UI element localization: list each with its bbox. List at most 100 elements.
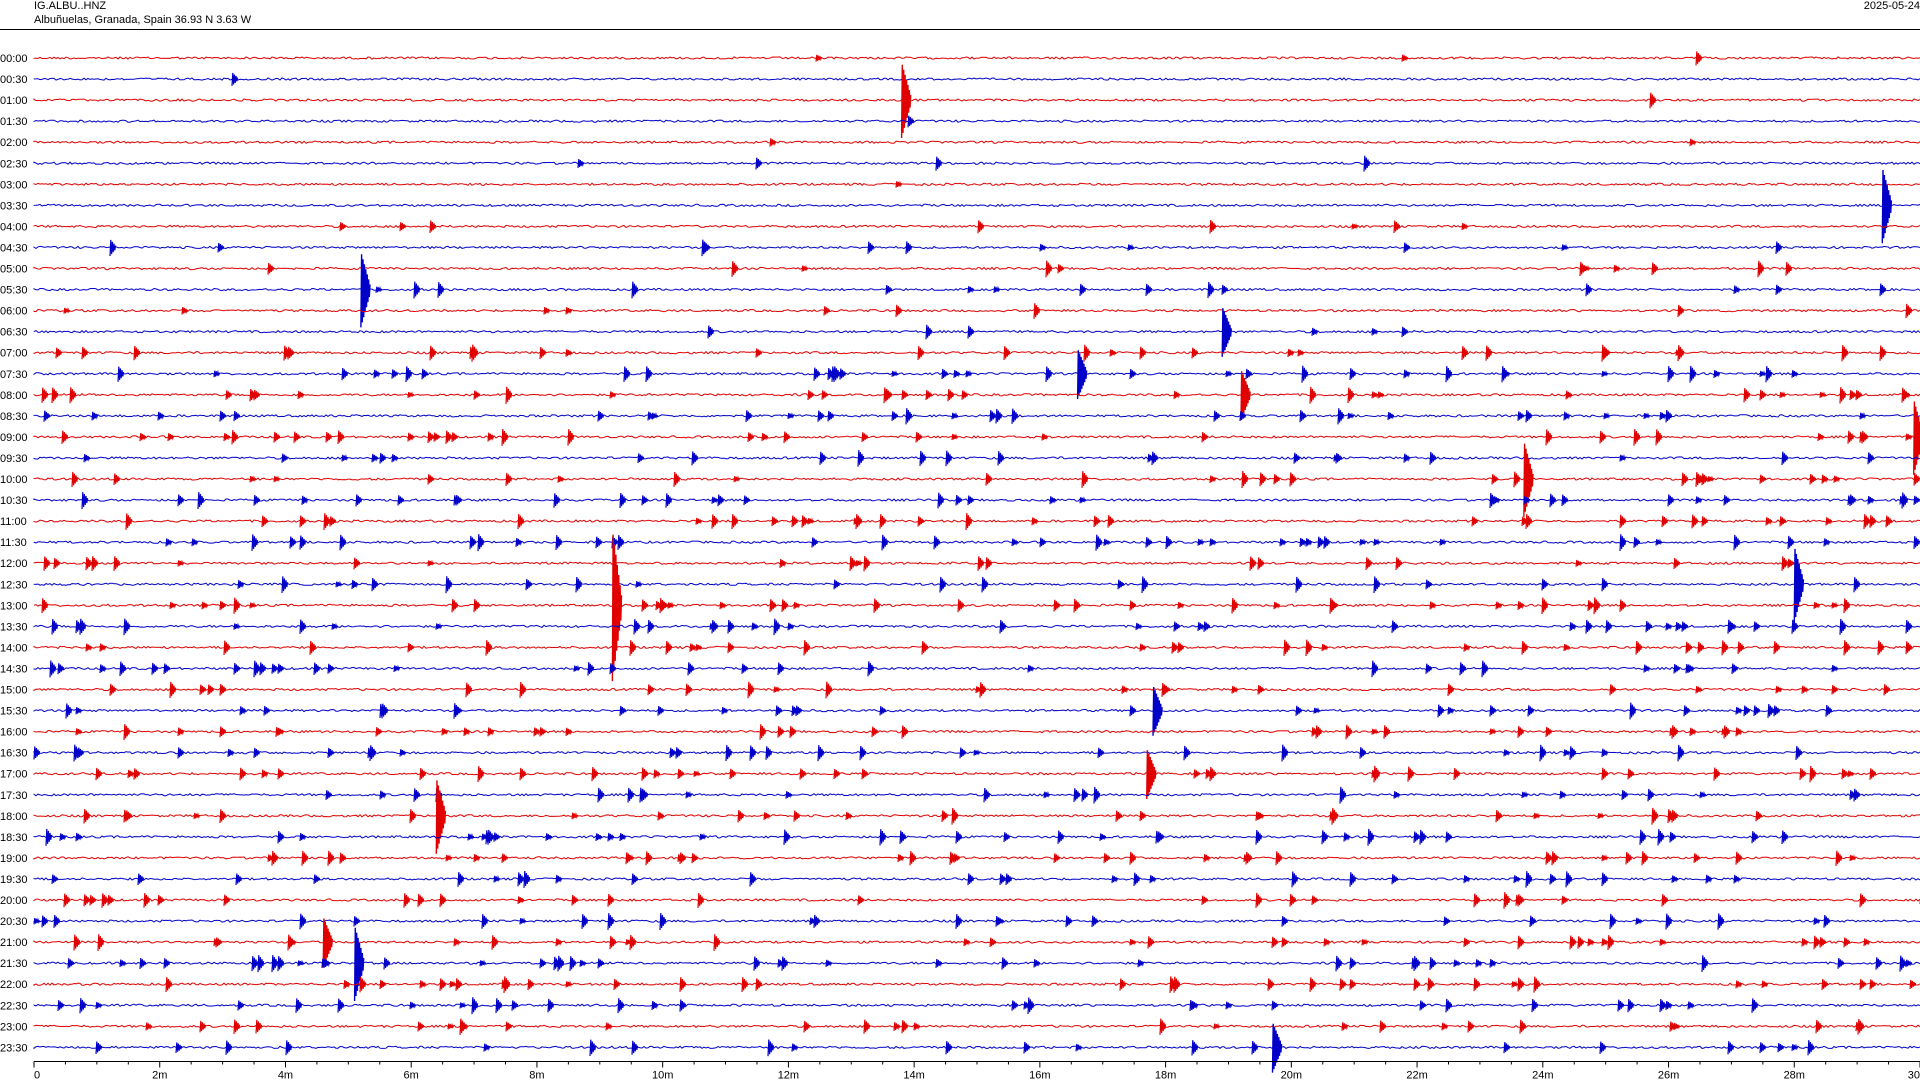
burst-mark <box>577 159 585 168</box>
burst-mark <box>1503 892 1511 909</box>
burst-mark <box>1521 791 1529 799</box>
burst-mark <box>1533 976 1541 993</box>
burst-mark <box>793 601 801 610</box>
burst-mark <box>1337 408 1345 425</box>
burst-mark <box>711 496 719 504</box>
burst-mark <box>1765 517 1773 526</box>
burst-mark <box>817 410 825 422</box>
burst-mark <box>33 746 41 760</box>
burst-mark <box>373 369 381 379</box>
burst-mark <box>1559 790 1567 800</box>
burst-mark <box>1073 788 1081 803</box>
burst-mark <box>165 977 173 993</box>
burst-mark <box>907 115 915 128</box>
row-label: 12:30 <box>0 579 28 591</box>
burst-mark <box>63 893 71 908</box>
burst-mark <box>289 536 297 549</box>
burst-mark <box>1109 349 1117 357</box>
x-tick-label: 26m <box>1658 1070 1679 1080</box>
burst-mark <box>505 386 513 404</box>
burst-mark <box>33 917 41 925</box>
burst-mark <box>477 534 485 552</box>
row-label: 05:30 <box>0 285 28 297</box>
burst-mark <box>1361 938 1369 946</box>
burst-mark <box>1373 538 1381 546</box>
burst-mark <box>1625 852 1633 865</box>
burst-mark <box>1577 936 1585 949</box>
burst-mark <box>1485 345 1493 361</box>
burst-mark <box>375 285 383 293</box>
trace-line <box>33 414 1920 418</box>
burst-mark <box>239 706 247 716</box>
burst-mark <box>327 850 335 866</box>
burst-mark <box>879 829 887 846</box>
burst-mark <box>641 599 649 612</box>
burst-mark <box>1291 871 1299 888</box>
burst-mark <box>891 370 899 377</box>
burst-mark <box>1349 368 1357 381</box>
burst-mark <box>71 471 79 488</box>
burst-mark <box>255 1019 263 1034</box>
burst-mark <box>1801 685 1809 694</box>
burst-mark <box>729 768 737 780</box>
burst-mark <box>819 451 827 465</box>
burst-mark <box>1461 346 1469 361</box>
row-label: 17:30 <box>0 790 28 802</box>
burst-mark <box>351 579 359 590</box>
burst-mark <box>637 453 645 464</box>
burst-mark <box>1773 641 1781 655</box>
burst-mark <box>1687 1001 1695 1010</box>
burst-mark <box>641 767 649 781</box>
burst-mark <box>573 664 581 672</box>
burst-mark <box>445 854 453 862</box>
burst-mark <box>1231 685 1239 694</box>
burst-mark <box>1517 411 1525 421</box>
burst-mark <box>1885 515 1893 528</box>
burst-mark <box>653 769 661 779</box>
burst-mark <box>49 660 57 678</box>
burst-mark <box>1677 345 1685 362</box>
burst-mark <box>79 998 87 1014</box>
burst-mark <box>355 494 363 507</box>
burst-mark <box>407 642 415 653</box>
burst-mark <box>1575 559 1583 567</box>
burst-mark <box>1323 536 1331 549</box>
burst-mark <box>527 978 535 991</box>
burst-mark <box>575 576 583 593</box>
burst-mark <box>1445 998 1453 1013</box>
burst-mark <box>1257 684 1265 695</box>
trace-line <box>33 519 1920 523</box>
burst-mark <box>779 559 787 568</box>
burst-mark <box>1517 977 1525 992</box>
burst-mark <box>1279 538 1287 547</box>
x-tick-label: 10m <box>652 1070 673 1080</box>
burst-mark <box>459 1001 467 1009</box>
burst-mark <box>863 555 871 572</box>
burst-mark <box>963 938 971 947</box>
burst-mark <box>1775 685 1783 694</box>
burst-mark <box>881 534 889 551</box>
burst-mark <box>261 515 269 528</box>
burst-mark <box>323 513 331 530</box>
burst-mark <box>1447 683 1455 696</box>
burst-mark <box>1349 957 1357 970</box>
burst-mark <box>81 346 89 360</box>
burst-mark <box>1293 452 1301 464</box>
burst-mark <box>1005 873 1013 886</box>
burst-mark <box>519 767 527 781</box>
burst-mark <box>1751 831 1759 844</box>
burst-mark <box>1165 535 1173 550</box>
burst-mark <box>1299 410 1307 423</box>
burst-mark <box>439 893 447 908</box>
burst-mark <box>597 787 605 803</box>
burst-mark <box>1367 828 1375 846</box>
row-label: 00:30 <box>0 74 28 86</box>
burst-mark <box>1513 875 1521 884</box>
burst-mark <box>57 1000 65 1011</box>
burst-mark <box>1683 705 1691 717</box>
burst-mark <box>1647 788 1655 802</box>
burst-mark <box>1413 956 1421 972</box>
burst-mark <box>983 787 991 803</box>
burst-mark <box>1503 1042 1511 1054</box>
burst-mark <box>1049 496 1057 505</box>
